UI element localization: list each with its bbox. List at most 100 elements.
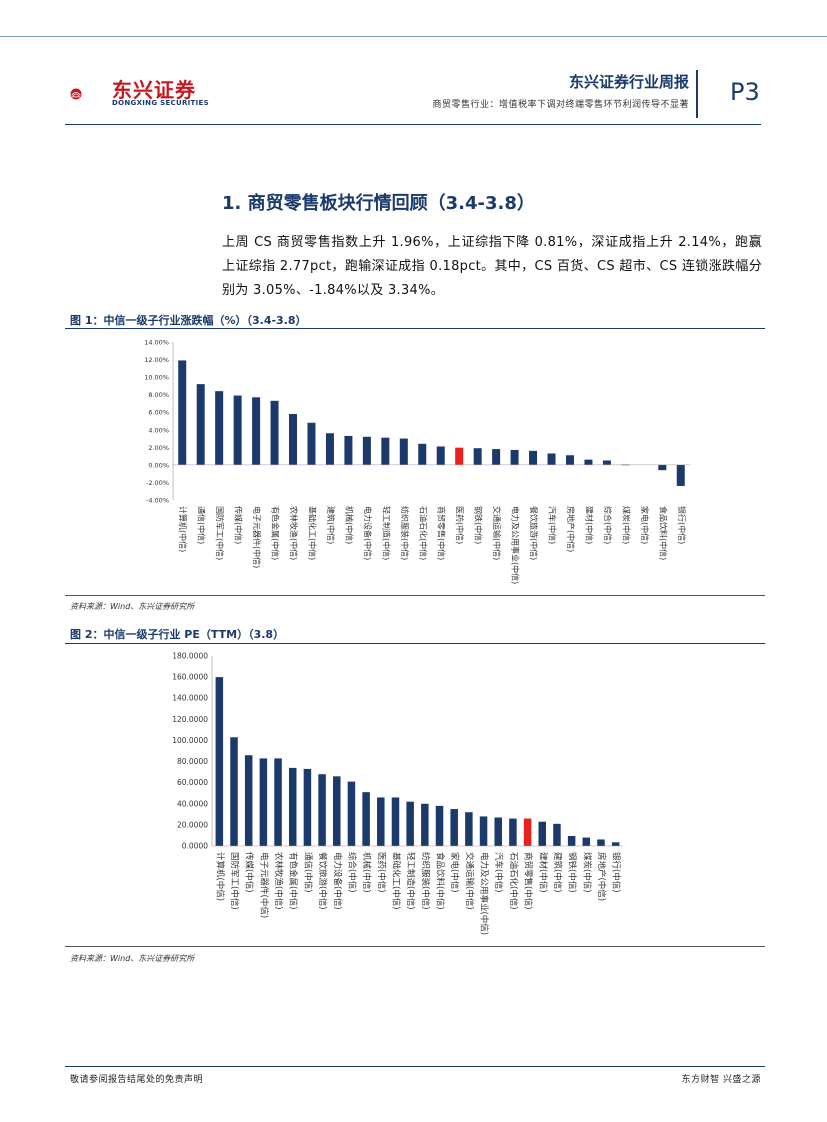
y-tick-label: 10.00% bbox=[144, 374, 169, 382]
x-category-label: 电力设备(中信) bbox=[332, 852, 343, 910]
x-category-label: 传媒(中信) bbox=[234, 506, 244, 544]
x-category-label: 餐饮旅游(中信) bbox=[317, 852, 328, 910]
bar bbox=[399, 438, 408, 465]
header-divider bbox=[696, 70, 698, 118]
bar bbox=[676, 464, 685, 486]
x-category-label: 纺织服装(中信) bbox=[400, 506, 410, 560]
bar bbox=[565, 455, 574, 465]
x-category-label: 农林牧渔(中信) bbox=[273, 852, 284, 910]
bar bbox=[362, 436, 371, 465]
bar bbox=[406, 801, 414, 846]
x-category-label: 机械(中信) bbox=[361, 852, 372, 893]
bar bbox=[274, 758, 282, 846]
x-category-label: 计算机(中信) bbox=[178, 506, 188, 552]
bar bbox=[547, 453, 556, 465]
section-paragraph: 上周 CS 商贸零售指数上升 1.96%，上证综指下降 0.81%，深证成指上升… bbox=[222, 235, 762, 298]
x-category-label: 家电(中信) bbox=[640, 506, 650, 544]
page-number: P3 bbox=[730, 78, 760, 106]
x-category-label: 建筑(中信) bbox=[326, 506, 336, 544]
x-category-label: 传媒(中信) bbox=[244, 852, 255, 893]
bar bbox=[509, 818, 517, 846]
x-category-label: 电子元器件(中信) bbox=[252, 506, 262, 568]
top-rule bbox=[0, 36, 827, 37]
x-category-label: 计算机(中信) bbox=[214, 852, 225, 901]
x-category-label: 医药(中信) bbox=[455, 506, 465, 544]
y-tick-label: 4.00% bbox=[148, 426, 169, 434]
y-tick-label: 120.0000 bbox=[172, 715, 208, 724]
y-tick-label: 0.00% bbox=[148, 461, 169, 469]
x-category-label: 银行(中信) bbox=[611, 852, 622, 893]
x-category-label: 汽车(中信) bbox=[493, 852, 504, 893]
x-category-label: 通信(中信) bbox=[197, 506, 207, 544]
x-category-label: 机械(中信) bbox=[344, 506, 354, 544]
x-category-label: 煤炭(中信) bbox=[621, 506, 631, 544]
footer-slogan: 东方财智 兴盛之源 bbox=[681, 1075, 761, 1085]
bar bbox=[553, 823, 561, 846]
y-tick-label: -4.00% bbox=[146, 497, 169, 505]
bar bbox=[391, 797, 400, 846]
y-tick-label: 20.0000 bbox=[177, 820, 208, 829]
bar bbox=[435, 805, 444, 846]
x-category-label: 通信(中信) bbox=[302, 852, 313, 893]
x-category-label: 电力及公用事业(中信) bbox=[479, 852, 490, 935]
x-category-label: 建材(中信) bbox=[584, 506, 594, 544]
figure2-title: 图 2：中信一级子行业 PE（TTM）（3.8） bbox=[70, 628, 285, 641]
x-category-label: 有色金属(中信) bbox=[271, 506, 281, 560]
x-category-label: 石油石化(中信) bbox=[418, 506, 428, 560]
figure1-top-rule bbox=[65, 328, 765, 329]
bar bbox=[479, 816, 488, 846]
x-category-label: 钢铁(中信) bbox=[474, 506, 484, 544]
bar bbox=[270, 400, 279, 465]
x-category-label: 房地产(中信) bbox=[596, 852, 607, 901]
dongxing-logo-icon bbox=[70, 88, 82, 100]
figure2-source: 资料来源：Wind、东兴证券研究所 bbox=[70, 954, 195, 963]
x-category-label: 农林牧渔(中信) bbox=[289, 506, 299, 560]
logo-text-cn: 东兴证券 bbox=[112, 78, 196, 102]
chart-industry-pe: 0.0000 20.0000 40.0000 60.0000 80.0000 100.00… bbox=[172, 652, 623, 935]
bar bbox=[510, 449, 519, 465]
x-category-label: 食品饮料(中信) bbox=[435, 852, 446, 910]
header-rule bbox=[65, 124, 761, 125]
y-tick-label: 60.0000 bbox=[177, 778, 208, 787]
bar bbox=[523, 818, 532, 846]
bar bbox=[538, 821, 547, 846]
bar bbox=[244, 755, 253, 846]
x-category-label: 交通运输(中信) bbox=[492, 506, 502, 560]
x-category-label: 基础化工(中信) bbox=[390, 852, 401, 910]
footer-rule bbox=[65, 1066, 765, 1067]
bar bbox=[325, 433, 334, 465]
y-tick-label: 2.00% bbox=[148, 444, 169, 452]
y-tick-label: -2.00% bbox=[146, 479, 169, 487]
x-category-label: 煤炭(中信) bbox=[581, 852, 592, 893]
y-tick-label: 40.0000 bbox=[177, 799, 208, 808]
y-tick-label: 180.0000 bbox=[172, 652, 208, 661]
x-category-label: 轻工制造(中信) bbox=[381, 506, 391, 560]
x-category-label: 食品饮料(中信) bbox=[658, 506, 668, 560]
footer-disclaimer: 敬请参阅报告结尾处的免责声明 bbox=[70, 1075, 204, 1085]
bar bbox=[597, 839, 605, 846]
y-tick-label: 80.0000 bbox=[177, 757, 208, 766]
bar bbox=[658, 464, 667, 471]
bar bbox=[230, 737, 238, 846]
x-category-label: 电力及公用事业(中信) bbox=[511, 506, 521, 584]
x-category-label: 有色金属(中信) bbox=[288, 852, 299, 910]
x-category-label: 电力设备(中信) bbox=[363, 506, 373, 560]
x-category-label: 汽车(中信) bbox=[548, 506, 558, 544]
figure2-top-rule bbox=[65, 643, 765, 644]
x-category-label: 建筑(中信) bbox=[552, 852, 563, 893]
y-tick-label: 140.0000 bbox=[172, 694, 208, 703]
x-category-label: 银行(中信) bbox=[677, 506, 687, 544]
bar bbox=[259, 758, 268, 846]
x-category-label: 综合(中信) bbox=[346, 852, 357, 893]
bar bbox=[584, 459, 593, 465]
bar bbox=[233, 395, 242, 465]
figure1-source: 资料来源：Wind、东兴证券研究所 bbox=[70, 602, 195, 611]
bar bbox=[318, 774, 326, 846]
bar bbox=[215, 677, 224, 846]
bar bbox=[288, 767, 297, 846]
bar bbox=[215, 391, 224, 465]
bar bbox=[494, 817, 502, 846]
x-category-label: 国防军工(中信) bbox=[229, 852, 240, 910]
x-category-label: 基础化工(中信) bbox=[307, 506, 317, 560]
x-category-label: 商贸零售(中信) bbox=[523, 852, 534, 910]
